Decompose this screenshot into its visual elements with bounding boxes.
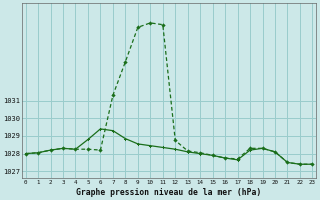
X-axis label: Graphe pression niveau de la mer (hPa): Graphe pression niveau de la mer (hPa) <box>76 188 262 197</box>
